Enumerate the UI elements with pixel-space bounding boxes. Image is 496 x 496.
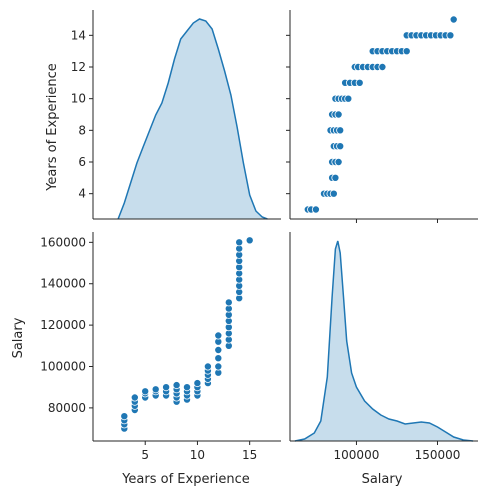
kde-years-panel: 4 6 8 10 12 14 [71,10,281,220]
x-tick-label: 150000 [415,448,461,462]
x-tick-label: 100000 [334,448,380,462]
scatter-point [214,354,223,363]
scatter-point [203,362,212,371]
scatter-point [446,31,455,40]
y-tick-label: 120000 [40,318,86,332]
scatter-point [355,78,364,87]
y-tick-label: 10 [71,92,86,106]
scatter-point [336,126,345,135]
scatter-salary-vs-years-panel [286,10,478,223]
scatter-point [214,362,223,371]
kde-curve [294,240,474,442]
y-tick-label: 140000 [40,277,86,291]
scatter-point [331,173,340,182]
y-tick-label: 12 [71,60,86,74]
y-tick-label: 4 [78,187,86,201]
y-axis-label-salary: Salary [11,317,26,358]
y-tick-label: 6 [78,155,86,169]
scatter-point [193,379,202,388]
kde-salary-panel: 100000 150000 [289,232,478,462]
kde-curve [117,18,268,220]
scatter-point [245,236,254,245]
scatter-point [402,47,411,56]
scatter-point [172,381,181,390]
x-tick-label: 10 [190,448,205,462]
scatter-point [378,63,387,72]
scatter-years-vs-salary-panel: 5 10 15 80000 100000 120000 140000 160000 [40,232,281,462]
scatter-point [151,385,160,394]
y-tick-label: 100000 [40,360,86,374]
scatter-point [336,142,345,151]
scatter-point [449,15,458,24]
scatter-point [130,393,139,402]
scatter-point [329,189,338,198]
x-axis-label-years: Years of Experience [121,472,250,487]
scatter-point [311,205,320,214]
x-axis-label-salary: Salary [362,472,403,487]
y-tick-label: 14 [71,28,86,42]
scatter-point [334,110,343,119]
y-axis-label-years: Years of Experience [45,63,60,192]
scatter-point [224,298,233,307]
y-tick-label: 80000 [48,401,86,415]
kde-area-fill [294,241,474,441]
x-tick-label: 15 [242,448,257,462]
scatter-point [334,157,343,166]
scatter-point [182,383,191,392]
scatter-point [344,94,353,103]
scatter-point [214,331,223,340]
x-tick-label: 5 [141,448,149,462]
scatter-point [214,345,223,354]
y-tick-label: 8 [78,123,86,137]
scatter-point [235,238,244,247]
kde-area-fill [118,19,268,219]
y-tick-label: 160000 [40,235,86,249]
scatter-point [162,383,171,392]
scatter-point [120,412,129,421]
scatter-point [141,387,150,396]
